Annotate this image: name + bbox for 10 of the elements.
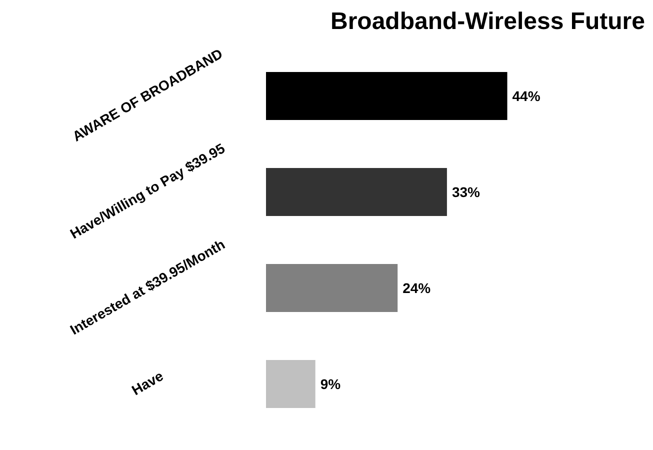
- data-label: 44%: [512, 88, 541, 104]
- bar: [266, 360, 316, 408]
- data-label: 24%: [402, 280, 432, 296]
- chart-title: Broadband-Wireless Future: [330, 8, 645, 36]
- bar: [266, 264, 398, 312]
- bar: [266, 72, 508, 120]
- data-label: 33%: [452, 184, 481, 200]
- data-label: 9%: [320, 376, 342, 392]
- y-tick-label: Have: [128, 367, 166, 398]
- bar: [266, 168, 447, 216]
